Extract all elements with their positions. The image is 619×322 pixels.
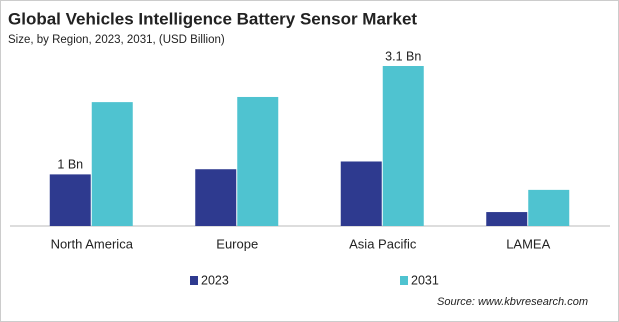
legend-label: 2023 [201, 273, 229, 287]
x-tick-label: Europe [216, 236, 258, 251]
bar [195, 169, 237, 226]
x-tick-label: Asia Pacific [349, 236, 417, 251]
bar [528, 189, 570, 226]
chart-subtitle: Size, by Region, 2023, 2031, (USD Billio… [8, 34, 225, 46]
legend-swatch [400, 276, 408, 285]
legend-label: 2031 [411, 273, 439, 287]
bar [49, 174, 91, 226]
bar [91, 102, 133, 226]
bar [382, 66, 424, 226]
chart-title: Global Vehicles Intelligence Battery Sen… [8, 9, 417, 28]
value-label: 1 Bn [57, 158, 83, 172]
source: Source: www.kbvresearch.com [437, 296, 588, 308]
x-tick-label: North America [51, 236, 134, 251]
x-tick-label: LAMEA [506, 236, 550, 251]
value-label: 3.1 Bn [385, 49, 421, 63]
bar [237, 96, 279, 226]
bar [486, 212, 528, 226]
legend-swatch [190, 276, 198, 285]
bar [340, 161, 382, 226]
